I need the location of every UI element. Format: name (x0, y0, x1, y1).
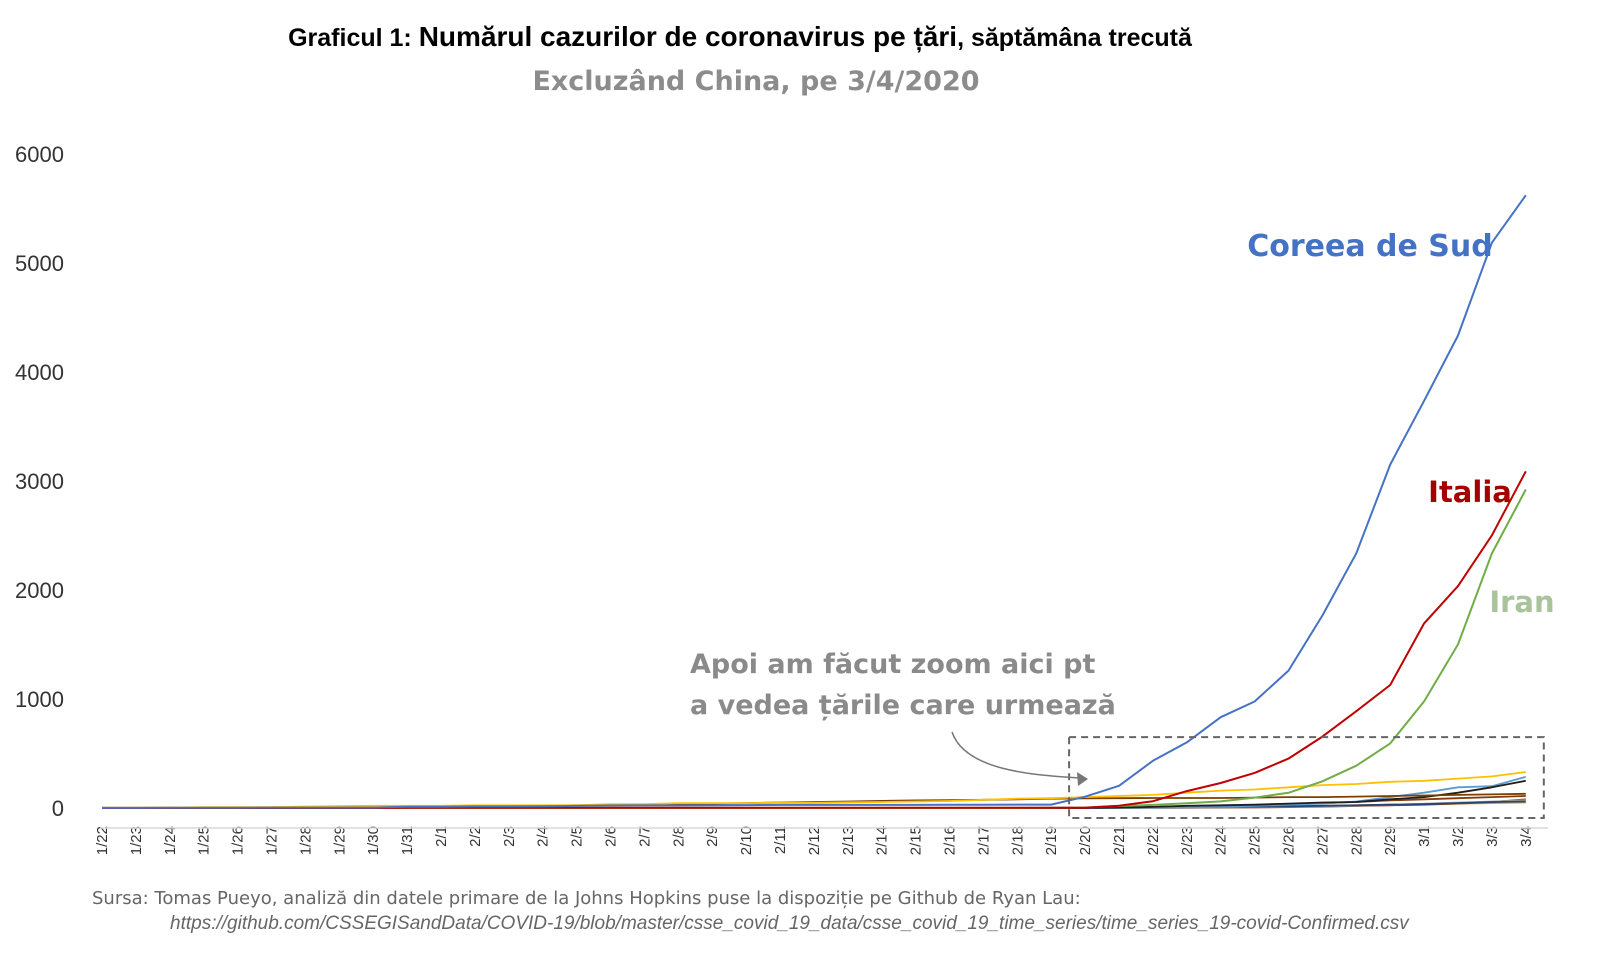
x-tick-label: 2/1 (433, 826, 450, 847)
x-tick-label: 2/7 (636, 826, 653, 847)
x-tick-label: 1/30 (365, 826, 382, 855)
x-tick-label: 3/1 (1416, 826, 1433, 847)
x-tick-label: 2/6 (603, 826, 620, 847)
x-tick-label: 2/22 (1145, 826, 1162, 855)
x-tick-label: 1/28 (297, 826, 314, 855)
x-tick-label: 2/8 (670, 826, 687, 847)
y-axis: 0 1000 2000 3000 4000 5000 6000 (15, 142, 64, 821)
x-tick-label: 2/26 (1281, 826, 1298, 855)
x-tick-label: 2/13 (840, 826, 857, 855)
x-tick-label: 2/18 (1009, 826, 1026, 855)
x-tick-label: 1/31 (399, 826, 416, 855)
chart-title: Graficul 1: Numărul cazurilor de coronav… (288, 21, 1193, 52)
y-tick-label: 3000 (15, 469, 64, 494)
x-tick-label: 2/4 (535, 826, 552, 847)
x-tick-label: 1/29 (331, 826, 348, 855)
annotation-arrow (951, 731, 1081, 779)
chart-title-suffix: , săptămâna trecută (957, 24, 1193, 52)
annotation-arrowhead (1077, 772, 1088, 786)
x-tick-label: 2/14 (874, 826, 891, 855)
x-tick-label: 2/25 (1247, 826, 1264, 855)
chart-subtitle: Excluzând China, pe 3/4/2020 (532, 66, 979, 97)
annotation-line-2: a vedea țările care urmează (690, 690, 1116, 721)
x-tick-label: 2/17 (975, 826, 992, 855)
x-tick-label: 2/23 (1179, 826, 1196, 855)
y-tick-label: 5000 (15, 251, 64, 276)
x-tick-label: 1/22 (94, 826, 111, 855)
chart-title-prefix: Graficul 1: (288, 24, 419, 52)
y-tick-label: 1000 (15, 687, 64, 712)
x-tick-label: 2/2 (467, 826, 484, 847)
x-tick-label: 2/27 (1314, 826, 1331, 855)
x-tick-label: 2/20 (1077, 826, 1094, 855)
chart-title-main: Numărul cazurilor de coronavirus pe țări (419, 21, 957, 52)
x-tick-label: 2/15 (908, 826, 925, 855)
x-tick-label: 2/19 (1043, 826, 1060, 855)
x-tick-label: 1/27 (264, 826, 281, 855)
series-layer (102, 194, 1527, 809)
x-tick-label: 2/9 (704, 826, 721, 847)
x-tick-label: 2/10 (738, 826, 755, 855)
series-label-italy: Italia (1428, 475, 1512, 509)
x-tick-label: 2/21 (1111, 826, 1128, 855)
series-line (102, 470, 1527, 809)
x-tick-label: 2/3 (501, 826, 518, 847)
y-tick-label: 6000 (15, 142, 64, 167)
x-tick-label: 1/23 (128, 826, 145, 855)
x-tick-label: 2/29 (1382, 826, 1399, 855)
x-tick-label: 1/25 (196, 826, 213, 855)
x-tick-label: 3/3 (1484, 826, 1501, 847)
x-tick-label: 2/12 (806, 826, 823, 855)
x-axis: 1/22 1/23 1/24 1/25 1/26 1/27 1/28 1/29 1/30 1/31… (94, 826, 1535, 855)
source-url: https://github.com/CSSEGISandData/COVID-… (170, 913, 1410, 934)
x-tick-label: 1/26 (230, 826, 247, 855)
x-tick-label: 2/11 (772, 826, 789, 854)
source-line: Sursa: Tomas Pueyo, analiză din datele p… (92, 888, 1081, 909)
x-tick-label: 2/5 (569, 826, 586, 847)
series-line (102, 771, 1526, 809)
x-tick-label: 3/4 (1518, 826, 1535, 847)
x-tick-label: 3/2 (1450, 826, 1467, 847)
series-line (102, 194, 1527, 809)
y-tick-label: 2000 (15, 578, 64, 603)
y-tick-label: 0 (52, 796, 64, 821)
series-label-south-korea: Coreea de Sud (1247, 229, 1493, 264)
annotation-line-1: Apoi am făcut zoom aici pt (690, 649, 1095, 680)
x-tick-label: 2/24 (1213, 826, 1230, 855)
x-tick-label: 1/24 (162, 826, 179, 855)
x-tick-label: 2/28 (1348, 826, 1365, 855)
y-tick-label: 4000 (15, 360, 64, 385)
x-tick-label: 2/16 (942, 826, 959, 855)
series-label-iran: Iran (1489, 585, 1554, 619)
